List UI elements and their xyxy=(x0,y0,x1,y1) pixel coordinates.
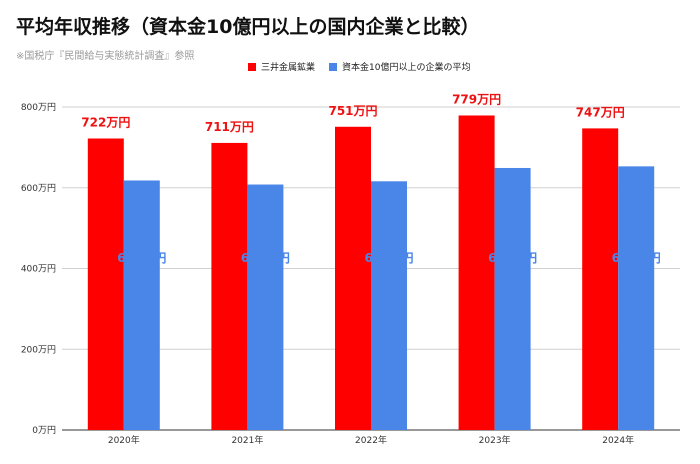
data-label-mitsui: 779万円 xyxy=(452,92,501,106)
y-tick-label: 200万円 xyxy=(21,344,56,355)
data-label-mitsui: 722万円 xyxy=(81,115,130,129)
y-tick-label: 800万円 xyxy=(21,102,56,113)
legend-label-average: 資本金10億円以上の企業の平均 xyxy=(342,63,471,73)
data-label-average: 649万円 xyxy=(488,251,537,265)
x-tick-label: 2021年 xyxy=(231,434,263,446)
bar-mitsui xyxy=(582,128,619,430)
data-label-average: 653万円 xyxy=(612,251,661,265)
chart-subtitle: ※国税庁『民間給与実態統計調査』参照 xyxy=(16,51,195,62)
bar-mitsui xyxy=(458,115,495,430)
legend-label-mitsui: 三井金属鉱業 xyxy=(261,63,316,73)
y-tick-label: 0万円 xyxy=(32,425,56,436)
data-label-mitsui: 711万円 xyxy=(205,120,254,134)
bar-average xyxy=(247,184,284,430)
legend: 三井金属鉱業 資本金10億円以上の企業の平均 xyxy=(248,60,484,73)
data-label-mitsui: 747万円 xyxy=(576,105,625,119)
legend-swatch-mitsui xyxy=(248,62,256,71)
x-tick-label: 2020年 xyxy=(108,434,140,446)
bar-mitsui xyxy=(211,142,248,430)
legend-item-mitsui: 三井金属鉱業 xyxy=(248,60,315,73)
x-tick-label: 2023年 xyxy=(479,434,511,446)
chart-title: 平均年収推移（資本金10億円以上の国内企業と比較） xyxy=(16,16,480,38)
data-label-average: 618万円 xyxy=(117,251,166,265)
bar-average xyxy=(123,180,160,430)
data-label-average: 616万円 xyxy=(364,251,413,265)
data-label-average: 608万円 xyxy=(241,251,290,265)
bar-average xyxy=(371,181,407,430)
bar-mitsui xyxy=(335,126,371,430)
x-tick-label: 2022年 xyxy=(355,434,387,446)
legend-item-average: 資本金10億円以上の企業の平均 xyxy=(329,60,470,73)
bar-mitsui xyxy=(87,138,124,430)
data-label-mitsui: 751万円 xyxy=(328,104,377,118)
y-tick-label: 400万円 xyxy=(21,264,56,275)
legend-swatch-average xyxy=(329,62,338,71)
y-tick-label: 600万円 xyxy=(21,183,56,194)
bar-average xyxy=(494,167,531,430)
bar-average xyxy=(618,166,655,430)
x-tick-label: 2024年 xyxy=(602,434,634,446)
